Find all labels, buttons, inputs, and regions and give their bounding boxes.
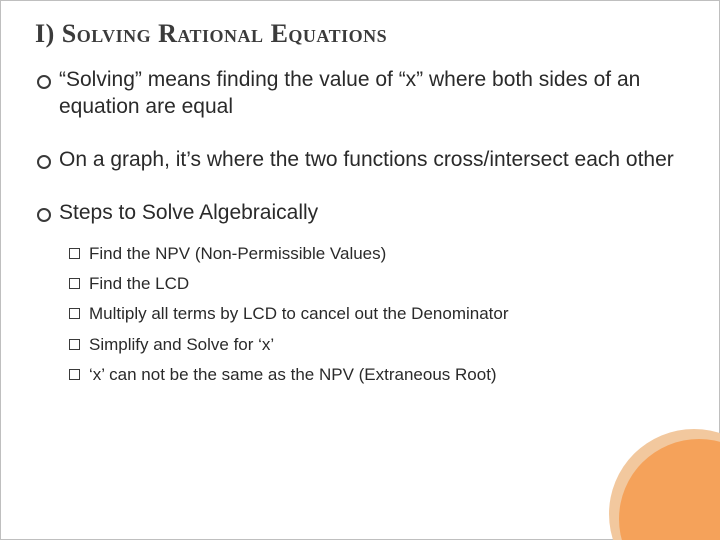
- bullet-item: Steps to Solve Algebraically Find the NP…: [29, 200, 691, 389]
- sub-bullet-list: Find the NPV (Non-Permissible Values) Fi…: [59, 241, 691, 389]
- sub-bullet-item: Find the NPV (Non-Permissible Values): [59, 241, 691, 267]
- sub-bullet-item: ‘x’ can not be the same as the NPV (Extr…: [59, 362, 691, 388]
- slide-body: “Solving” means finding the value of “x”…: [29, 67, 691, 388]
- title-word-3: Equations: [271, 19, 388, 48]
- sub-bullet-item: Multiply all terms by LCD to cancel out …: [59, 301, 691, 327]
- bullet-list: “Solving” means finding the value of “x”…: [29, 67, 691, 388]
- bullet-text: On a graph, it’s where the two functions…: [59, 148, 674, 171]
- bullet-text: Steps to Solve Algebraically: [59, 201, 318, 224]
- sub-bullet-text: Find the NPV (Non-Permissible Values): [89, 244, 386, 263]
- title-prefix: I): [35, 19, 62, 48]
- slide-container: I) Solving Rational Equations “Solving” …: [0, 0, 720, 540]
- title-word-1: Solving: [62, 19, 151, 48]
- bullet-text: “Solving” means finding the value of “x”…: [59, 68, 640, 118]
- bullet-item: On a graph, it’s where the two functions…: [29, 147, 691, 174]
- slide-title: I) Solving Rational Equations: [35, 19, 691, 49]
- sub-bullet-text: Find the LCD: [89, 274, 189, 293]
- sub-bullet-text: Multiply all terms by LCD to cancel out …: [89, 304, 509, 323]
- sub-bullet-text: Simplify and Solve for ‘x’: [89, 335, 274, 354]
- sub-bullet-item: Find the LCD: [59, 271, 691, 297]
- bullet-item: “Solving” means finding the value of “x”…: [29, 67, 691, 121]
- title-word-2: Rational: [158, 19, 263, 48]
- sub-bullet-item: Simplify and Solve for ‘x’: [59, 332, 691, 358]
- sub-bullet-text: ‘x’ can not be the same as the NPV (Extr…: [89, 365, 497, 384]
